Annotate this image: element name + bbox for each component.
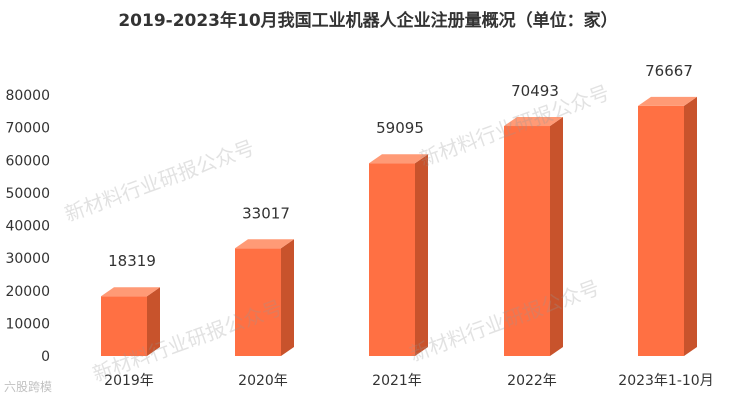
x-category-label: 2023年1-10月 <box>618 373 713 389</box>
bar-top <box>638 96 697 106</box>
y-tick-label: 40000 <box>5 219 50 235</box>
x-category-label: 2019年 <box>104 373 154 389</box>
bar-side <box>147 287 160 356</box>
data-label: 76667 <box>645 62 693 80</box>
bar-side <box>415 154 428 356</box>
x-category-label: 2020年 <box>238 373 288 389</box>
y-tick-label: 70000 <box>5 121 50 137</box>
bar-side <box>281 239 294 356</box>
bar-top <box>504 117 563 127</box>
data-label: 33017 <box>242 204 290 222</box>
y-tick-label: 80000 <box>5 88 50 104</box>
bar <box>235 239 294 356</box>
y-tick-label: 60000 <box>5 153 50 169</box>
y-tick-label: 30000 <box>5 251 50 267</box>
bar-side <box>684 96 697 357</box>
bar-top <box>235 239 294 249</box>
bar-top <box>101 287 160 297</box>
y-tick-label: 20000 <box>5 284 50 300</box>
bar <box>504 117 563 356</box>
footer-logo: 六股跨模 <box>4 380 53 394</box>
bar-side <box>550 117 563 356</box>
y-tick-label: 10000 <box>5 316 50 332</box>
bar-front <box>101 296 147 356</box>
bar <box>101 287 160 356</box>
bar-front <box>638 105 684 357</box>
chart-title: 2019-2023年10月我国工业机器人企业注册量概况（单位：家） <box>118 11 618 31</box>
bar-top <box>369 154 428 164</box>
bar-front <box>369 163 415 356</box>
bar-front <box>235 248 281 356</box>
data-label: 59095 <box>376 119 424 137</box>
bar <box>369 154 428 356</box>
y-tick-label: 50000 <box>5 186 50 202</box>
data-label: 18319 <box>108 252 156 270</box>
y-tick-label: 0 <box>41 349 50 365</box>
x-category-label: 2022年 <box>507 373 557 389</box>
x-category-label: 2021年 <box>372 373 422 389</box>
bar <box>638 96 697 357</box>
bar-front <box>504 126 550 356</box>
data-label: 70493 <box>511 82 559 100</box>
